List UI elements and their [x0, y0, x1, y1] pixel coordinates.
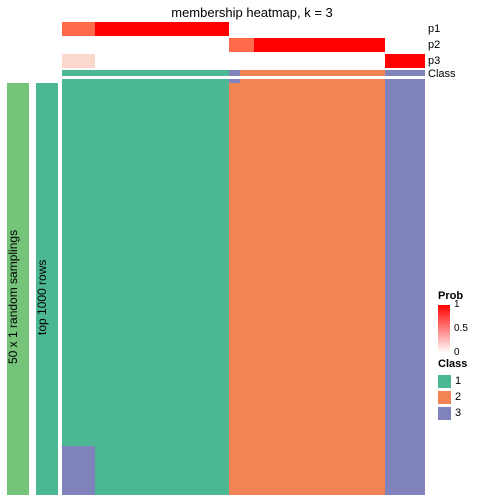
- legend-class-item: 2: [438, 389, 467, 405]
- plot-title: membership heatmap, k = 3: [0, 5, 504, 20]
- legend-prob: Prob 10.50: [438, 290, 463, 353]
- row-label-p1: p1: [428, 23, 440, 35]
- row-label-p3: p3: [428, 55, 440, 67]
- prob-row-p1: [62, 22, 425, 36]
- legend-class-item: 1: [438, 373, 467, 389]
- prob-gradient: 10.50: [438, 305, 450, 353]
- row-label-p2: p2: [428, 39, 440, 51]
- legend-class-item: 3: [438, 405, 467, 421]
- figure: { "title": "membership heatmap, k = 3", …: [0, 0, 504, 504]
- heatmap-body: [62, 83, 425, 495]
- class-bar: [62, 70, 425, 76]
- rows-label: top 1000 rows: [35, 260, 49, 335]
- legend-class-title: Class: [438, 358, 467, 370]
- row-label-class: Class: [428, 68, 456, 80]
- legend-class: Class 123: [438, 358, 467, 421]
- prob-row-p3: [62, 54, 425, 68]
- sampling-label: 50 x 1 random samplings: [6, 230, 20, 364]
- prob-row-p2: [62, 38, 425, 52]
